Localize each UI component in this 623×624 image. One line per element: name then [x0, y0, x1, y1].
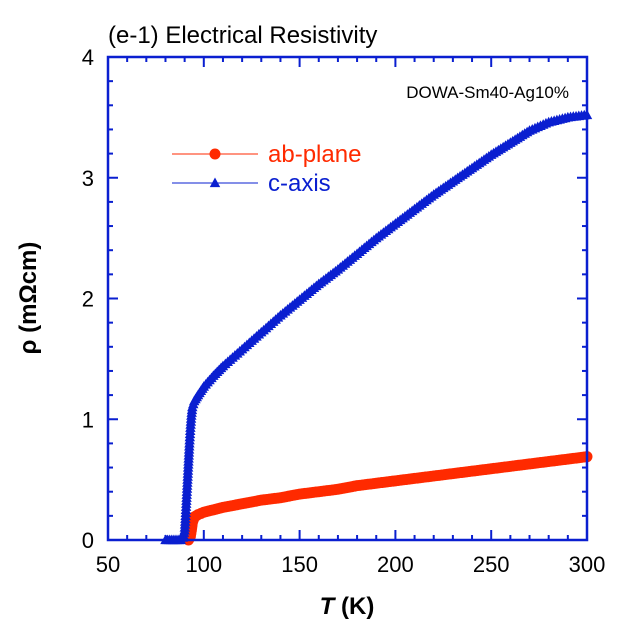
x-tick-label: 50	[96, 552, 120, 577]
y-tick-label: 4	[82, 45, 94, 70]
chart-title: (e-1) Electrical Resistivity	[108, 22, 377, 49]
annotation-label: DOWA-Sm40-Ag10%	[406, 83, 569, 102]
x-ticks: 50 100 150 200 250 300	[96, 57, 606, 577]
y-tick-label: 0	[82, 528, 94, 553]
plot-area	[160, 109, 593, 546]
y-axis-title: ρ (mΩcm)	[15, 242, 42, 355]
x-tick-label: 150	[281, 552, 318, 577]
legend-label: c-axis	[268, 170, 331, 197]
series-c-axis	[160, 109, 593, 545]
x-axis-title-italic: T	[320, 593, 337, 620]
y-tick-label: 1	[82, 407, 94, 432]
x-axis-title-rest: (K)	[334, 593, 374, 620]
y-tick-label: 2	[82, 287, 94, 312]
x-tick-label: 200	[377, 552, 414, 577]
y-tick-label: 3	[82, 166, 94, 191]
x-tick-label: 100	[185, 552, 222, 577]
y-ticks: 0 1 2 3 4	[82, 45, 587, 553]
legend-marker	[209, 177, 221, 188]
x-tick-label: 250	[473, 552, 510, 577]
legend-label: ab-plane	[268, 141, 361, 168]
series-ab-plane	[182, 451, 593, 546]
x-axis-title: T (K)	[320, 593, 375, 620]
x-tick-label: 300	[569, 552, 606, 577]
legend-marker	[209, 148, 221, 160]
